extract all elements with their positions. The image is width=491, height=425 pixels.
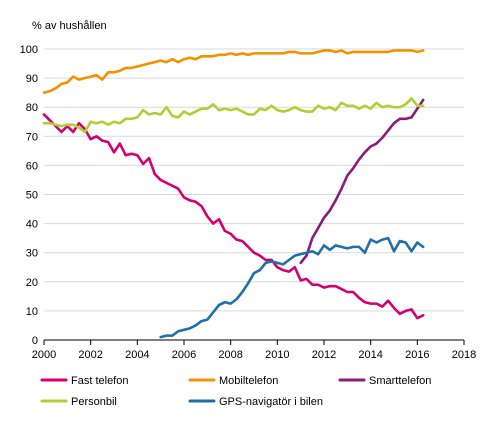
x-tick-label: 2004	[125, 349, 149, 361]
legend-label: Personbil	[71, 396, 117, 408]
x-tick-label: 2012	[312, 349, 336, 361]
x-tick-label: 2010	[265, 349, 289, 361]
legend-label: Mobiltelefon	[219, 375, 278, 387]
x-tick-label: 2008	[218, 349, 242, 361]
series-line-0	[42, 113, 425, 320]
x-tick-label: 2000	[32, 349, 56, 361]
y-tick-label: 10	[26, 306, 38, 318]
y-tick-label: 100	[20, 44, 38, 56]
series-line-4	[159, 236, 425, 339]
series-line-2	[299, 98, 425, 265]
legend-label: Fast telefon	[71, 375, 128, 387]
x-tick-label: 2006	[172, 349, 196, 361]
legend-label: GPS-navigatör i bilen	[219, 396, 323, 408]
x-tick-label: 2016	[405, 349, 429, 361]
y-tick-label: 20	[26, 277, 38, 289]
x-tick-label: 2002	[78, 349, 102, 361]
series-lines	[42, 49, 425, 339]
x-axis-ticks: 2000 2002 2004 2006 2008 2010 2012 2014 2016 2018	[32, 340, 476, 361]
y-tick-label: 40	[26, 219, 38, 231]
series-line-3	[42, 97, 425, 134]
y-tick-label: 80	[26, 102, 38, 114]
gridlines	[44, 48, 464, 312]
series-line-1	[42, 49, 425, 94]
y-tick-label: 30	[26, 248, 38, 260]
y-tick-label: 90	[26, 73, 38, 85]
legend-label: Smarttelefon	[369, 375, 431, 387]
x-tick-label: 2014	[358, 349, 382, 361]
y-axis-ticks: 0 10 20 30 40 50 60 70 80 90 100	[20, 44, 38, 347]
y-tick-label: 50	[26, 190, 38, 202]
y-axis-title: % av hushållen	[32, 20, 107, 32]
x-tick-label: 2018	[452, 349, 476, 361]
y-tick-label: 60	[26, 160, 38, 172]
y-tick-label: 0	[32, 335, 38, 347]
legend: Fast telefon Mobiltelefon Smarttelefon Pers…	[40, 375, 431, 408]
y-tick-label: 70	[26, 131, 38, 143]
